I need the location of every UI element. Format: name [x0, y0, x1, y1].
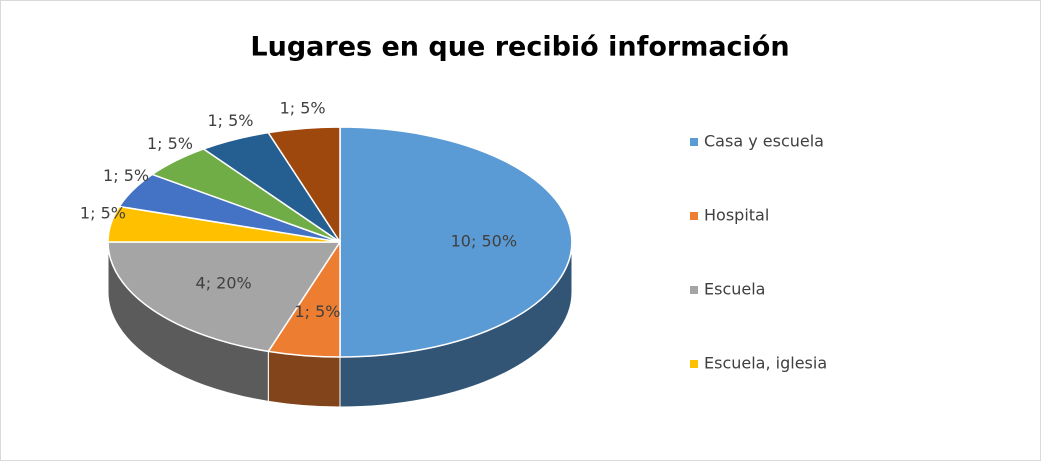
legend-label: Escuela — [704, 280, 765, 299]
legend-swatch — [690, 360, 698, 368]
data-label: 1; 5% — [280, 99, 326, 118]
legend-label: Casa y escuela — [704, 132, 824, 151]
legend-label: Hospital — [704, 206, 769, 225]
data-label: 10; 50% — [451, 232, 517, 251]
data-label: 1; 5% — [80, 204, 126, 223]
data-label: 1; 5% — [294, 302, 340, 321]
legend-swatch — [690, 138, 698, 146]
pie-slice — [339, 126, 573, 358]
data-label: 1; 5% — [147, 134, 193, 153]
legend-swatch — [690, 212, 698, 220]
chart-title: Lugares en que recibió información — [250, 32, 789, 63]
pie-side — [267, 350, 341, 408]
legend-label: Escuela, iglesia — [704, 354, 827, 373]
data-label: 1; 5% — [103, 166, 149, 185]
legend-swatch — [690, 286, 698, 294]
pie-slice — [267, 126, 341, 245]
data-label: 4; 20% — [196, 273, 252, 292]
pie-slice — [107, 241, 342, 353]
data-label: 1; 5% — [207, 111, 253, 130]
